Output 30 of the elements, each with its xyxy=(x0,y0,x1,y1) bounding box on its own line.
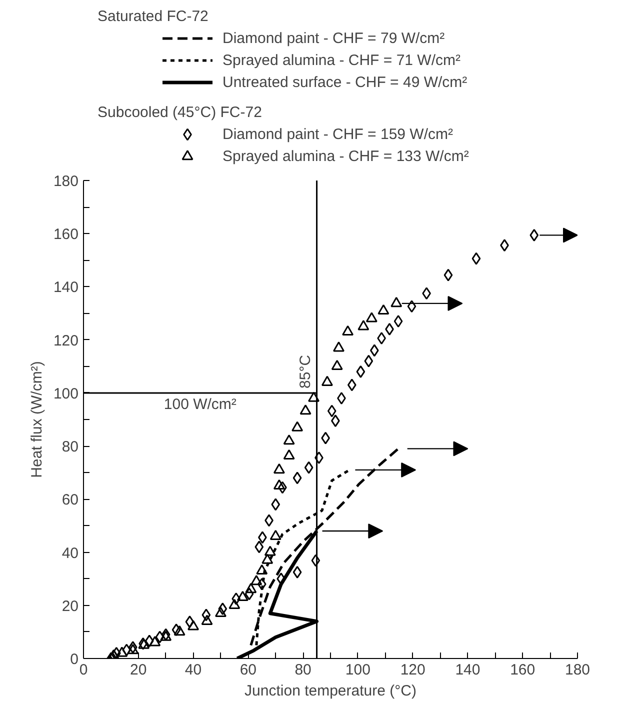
y-tick-label: 120 xyxy=(53,332,79,350)
y-tick-label: 140 xyxy=(53,279,79,296)
legend-label: Diamond paint - CHF = 159 W/cm² xyxy=(222,126,453,143)
ref-line-label: 85°C xyxy=(296,354,314,388)
x-tick-label: 160 xyxy=(510,662,536,678)
legend-label: Untreated surface - CHF = 49 W/cm² xyxy=(222,74,468,91)
text: Saturated FC-72 xyxy=(98,8,208,25)
x-tick-label: 80 xyxy=(294,662,312,678)
x-tick-label: 140 xyxy=(455,662,480,678)
y-tick-label: 20 xyxy=(62,598,79,615)
x-tick-label: 100 xyxy=(345,662,370,678)
y-tick-label: 60 xyxy=(62,492,79,509)
text: Subcooled (45°C) FC-72 xyxy=(98,104,262,121)
x-tick-label: 120 xyxy=(400,662,426,678)
y-tick-label: 100 xyxy=(53,385,79,402)
x-tick-label: 180 xyxy=(564,662,590,678)
y-tick-label: 40 xyxy=(62,544,79,562)
x-tick-label: 40 xyxy=(184,662,202,678)
ref-line-label: 100 W/cm² xyxy=(164,396,236,413)
legend-label: Diamond paint - CHF = 79 W/cm² xyxy=(222,30,445,47)
y-tick-label: 180 xyxy=(53,173,79,190)
x-tick-label: 20 xyxy=(130,662,147,678)
y-tick-label: 160 xyxy=(53,226,79,244)
legend-label: Sprayed alumina - CHF = 71 W/cm² xyxy=(222,52,460,69)
x-axis-title: Junction temperature (°C) xyxy=(244,682,416,700)
y-axis-title: Heat flux (W/cm²) xyxy=(28,361,46,478)
x-tick-label: 60 xyxy=(240,662,257,678)
y-tick-label: 0 xyxy=(70,651,78,668)
legend-label: Sprayed alumina - CHF = 133 W/cm² xyxy=(222,148,469,165)
y-tick-label: 80 xyxy=(62,438,79,456)
